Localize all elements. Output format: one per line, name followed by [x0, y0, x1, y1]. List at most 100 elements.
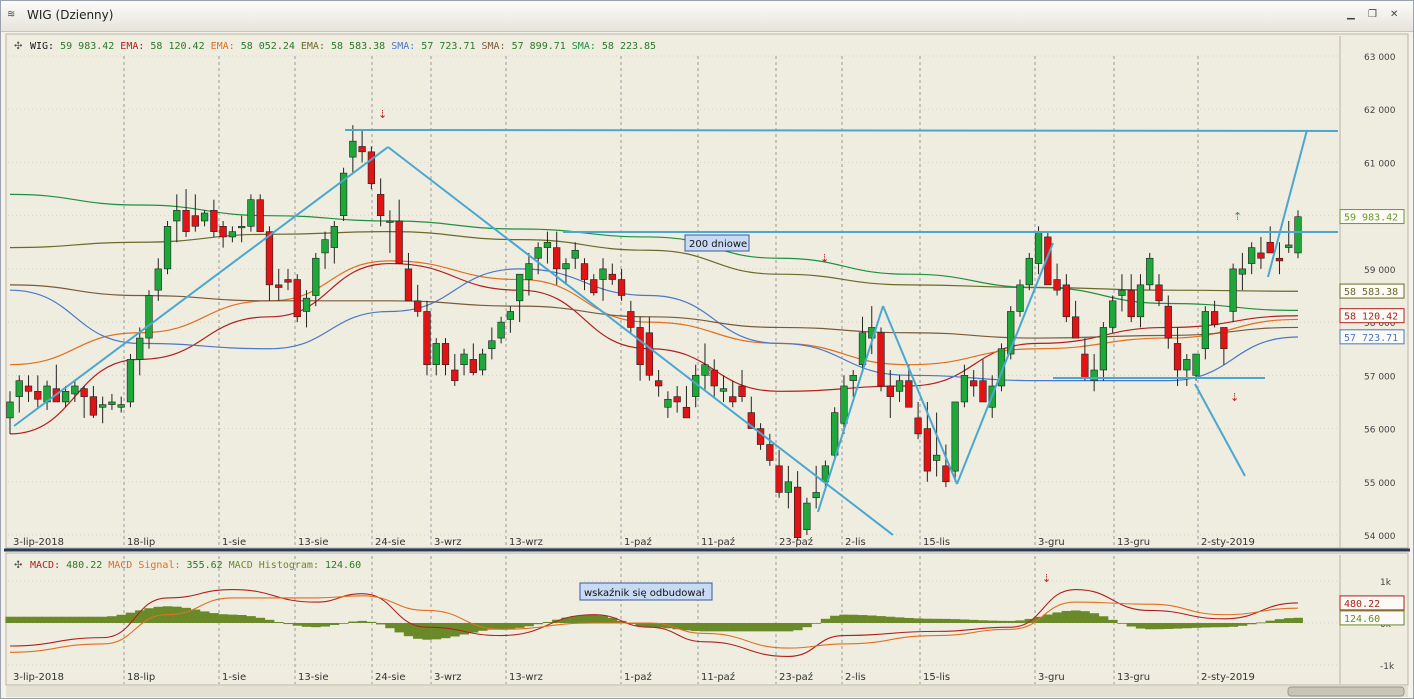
macd-histogram-bar [60, 616, 71, 623]
candle-up [1034, 231, 1043, 264]
x-tick-label: 18-lip [127, 537, 155, 548]
candle-down [24, 385, 33, 392]
price-legend-label: EMA: [301, 41, 331, 52]
annotation-macd[interactable]: wskaźnik się odbudował [579, 582, 713, 601]
macd-histogram-bar [468, 623, 479, 633]
macd-histogram-bar [867, 615, 877, 623]
restore-icon[interactable]: ❐ [1368, 9, 1377, 20]
resistance-line[interactable] [344, 129, 1339, 132]
macd-histogram-bar [218, 614, 229, 623]
candle-up [849, 375, 857, 381]
macd-histogram-bar [1256, 622, 1266, 624]
close-icon[interactable]: ✕ [1390, 9, 1399, 20]
candle-up [1285, 244, 1293, 248]
title-bar[interactable]: ≋ WIG (Dzienny) ▁ ❐ ✕ [1, 1, 1413, 32]
chart-app-icon: ≋ [7, 9, 16, 20]
horizontal-scrollbar[interactable] [6, 686, 1408, 697]
scrollbar-thumb[interactable] [1287, 686, 1405, 697]
macd-histogram-bar [209, 613, 219, 623]
annotation-200[interactable]: 200 dniowe [684, 234, 750, 252]
x-tick-label: 1-sie [222, 672, 246, 683]
candle-down [729, 396, 737, 403]
macd-histogram-bar [1237, 623, 1248, 626]
candle-down [89, 396, 98, 416]
macd-histogram-bar [338, 623, 349, 624]
candle-down [1155, 284, 1163, 302]
candle-up [432, 343, 440, 365]
rebound-line[interactable] [817, 305, 884, 513]
candle-down [404, 268, 413, 302]
macd-histogram-bar [969, 619, 979, 623]
macd-histogram-bar [1172, 623, 1183, 629]
candle-down [210, 210, 218, 232]
x-tick-label: 15-lis [923, 672, 950, 683]
uptrend-line[interactable] [13, 146, 389, 427]
candle-up [719, 388, 728, 392]
macd-histogram-bar [348, 621, 358, 623]
candle-up [997, 348, 1006, 387]
projection-down-line[interactable] [1194, 383, 1246, 477]
macd-histogram-bar [811, 623, 822, 624]
macd-tick-label: -1k [1380, 662, 1395, 672]
moving-average-line [9, 268, 1299, 382]
candle-up [1229, 268, 1237, 312]
sell-arrow-icon: ⇣ [1042, 572, 1051, 585]
candle-up [1025, 257, 1033, 286]
macd-badge-box [1339, 610, 1405, 626]
macd-histogram-bar [774, 623, 785, 632]
price-panel-menu-icon[interactable]: ✣ [14, 41, 22, 52]
macd-histogram-bar [598, 615, 608, 623]
candle-up [951, 401, 959, 472]
minimize-icon[interactable]: ▁ [1347, 9, 1355, 20]
macd-histogram-bar [561, 617, 571, 623]
macd-histogram-bar [1061, 610, 1072, 623]
candle-up [664, 398, 672, 408]
price-tick-label: 56 000 [1364, 426, 1396, 436]
macd-histogram-bar [848, 614, 859, 623]
candle-down [766, 444, 774, 461]
buy-arrow-icon: ⇡ [705, 366, 714, 379]
x-tick-label: 23-paź [779, 671, 813, 683]
macd-panel-menu-icon[interactable]: ✣ [14, 560, 22, 571]
macd-histogram-bar [1145, 623, 1155, 630]
candle-down [905, 380, 913, 408]
candle-up [1007, 311, 1015, 355]
macd-histogram-bar [135, 610, 145, 623]
candle-down [441, 343, 450, 365]
downtrend-line[interactable] [387, 146, 894, 536]
macd-histogram-bar [1089, 613, 1100, 623]
macd-histogram-bar [857, 615, 868, 623]
macd-histogram-bar [283, 623, 293, 625]
sell-arrow-icon: ⇣ [378, 108, 387, 121]
x-tick-label: 15-lis [923, 537, 950, 548]
candle-up [126, 359, 135, 403]
macd-histogram-bar [311, 623, 321, 628]
candle-up [6, 401, 14, 419]
candle-down [414, 300, 422, 312]
candle-up [543, 241, 552, 248]
candle-down [553, 247, 561, 270]
candle-down [747, 412, 755, 429]
candle-down [710, 369, 718, 387]
candle-down [942, 465, 950, 483]
macd-histogram-bar [941, 618, 951, 623]
rally-line[interactable] [956, 242, 1054, 485]
moving-average-line [9, 193, 1299, 312]
price-legend-label: EMA: [120, 41, 150, 52]
candle-up [460, 353, 468, 365]
candle-down [1081, 353, 1089, 379]
candle-down [775, 465, 783, 493]
projection-up-line[interactable] [1267, 129, 1308, 278]
moving-average-line [9, 262, 1299, 435]
candle-down [793, 486, 802, 538]
macd-histogram-bar [42, 616, 52, 623]
macd-histogram-bar [116, 614, 127, 623]
macd-histogram-bar [792, 623, 803, 631]
macd-histogram-bar [830, 615, 840, 623]
pullback-line[interactable] [882, 305, 958, 485]
candle-up [478, 353, 487, 371]
macd-histogram-bar [533, 623, 544, 625]
signal-arrows: ⇣ ⇣ ⇣ ⇣ ⇡ ⇡ [378, 108, 1242, 585]
price-badge-text: 58 120.42 [1344, 312, 1398, 323]
price-legend-label: EMA: [211, 41, 241, 52]
